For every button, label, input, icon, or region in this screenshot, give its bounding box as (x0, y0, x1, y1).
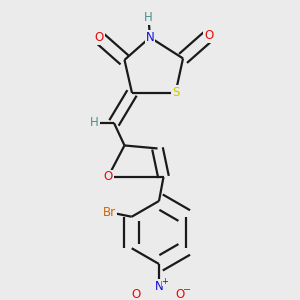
Text: N: N (154, 280, 164, 293)
Text: N: N (146, 31, 154, 44)
Text: O: O (176, 287, 184, 300)
Text: O: O (94, 31, 103, 44)
Text: Br: Br (103, 206, 116, 219)
Text: S: S (172, 86, 179, 99)
Text: O: O (132, 287, 141, 300)
Text: +: + (162, 277, 168, 286)
Text: O: O (103, 170, 112, 184)
Text: −: − (184, 285, 192, 296)
Text: H: H (144, 11, 153, 24)
Text: O: O (204, 29, 213, 42)
Text: H: H (90, 116, 99, 129)
